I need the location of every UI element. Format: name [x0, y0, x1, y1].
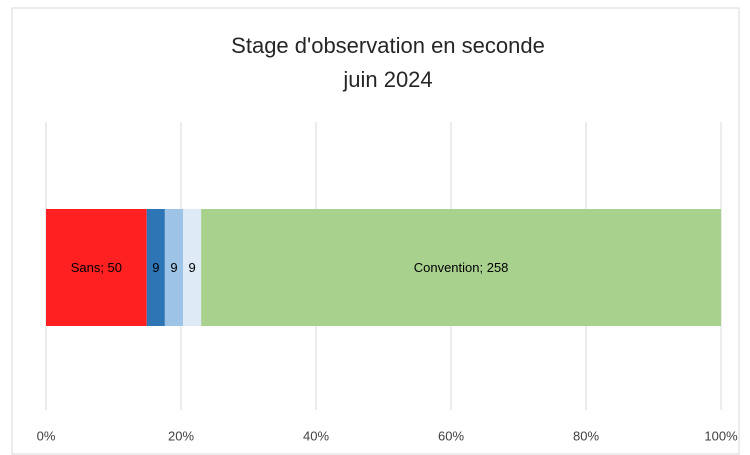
- x-tick-label: 60%: [438, 428, 464, 443]
- x-tick-label: 100%: [704, 428, 738, 443]
- x-tick-label: 20%: [168, 428, 194, 443]
- data-label: 9: [188, 260, 195, 275]
- bar-segment: [164, 209, 184, 326]
- data-label: 9: [152, 260, 159, 275]
- x-tick-label: 80%: [573, 428, 599, 443]
- bar-segment: [183, 209, 202, 326]
- data-label: Convention; 258: [414, 260, 509, 275]
- bar-segment: [46, 209, 147, 326]
- chart-title: Stage d'observation en seconde: [231, 33, 545, 58]
- data-label: Sans; 50: [71, 260, 122, 275]
- x-tick-label: 0%: [37, 428, 56, 443]
- chart-subtitle: juin 2024: [342, 67, 432, 92]
- bar-segment: [146, 209, 165, 326]
- bar-segment: [201, 209, 722, 326]
- x-tick-label: 40%: [303, 428, 329, 443]
- data-label: 9: [170, 260, 177, 275]
